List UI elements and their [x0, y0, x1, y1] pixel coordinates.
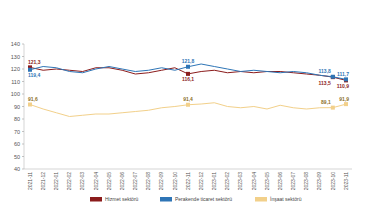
data-label: 121,3: [28, 59, 41, 65]
marker: [344, 78, 348, 82]
legend-label: Hizmet sektörü: [105, 196, 139, 202]
x-tick-label: 2022-02: [66, 172, 72, 191]
y-tick: [22, 81, 24, 82]
x-tick-label: 2023-07: [290, 172, 296, 191]
x-tick-label: 2022-08: [145, 172, 151, 191]
data-label: 110,9: [337, 83, 349, 89]
y-tick: [22, 119, 24, 120]
x-tick-label: 2022-06: [119, 172, 125, 191]
y-tick-label: 130: [11, 54, 20, 60]
marker: [28, 68, 32, 72]
legend-swatch: [90, 197, 102, 202]
data-label: 91,4: [183, 96, 193, 102]
x-tick-label: 2023-05: [264, 172, 270, 191]
labels: 121,3 116,1 113,5 110,9 119,4 121,8 113,8 111,7…: [28, 58, 349, 105]
data-label: 113,5: [319, 80, 331, 86]
y-tick: [22, 94, 24, 95]
x-tick-label: 2023-09: [316, 172, 322, 191]
y-tick-label: 60: [14, 141, 20, 147]
x-tick-label: 2023-10: [330, 172, 336, 191]
data-label: 89,1: [321, 99, 331, 105]
x-tick-label: 2021-11: [27, 172, 33, 190]
x-tick-label: 2023-08: [303, 172, 309, 191]
marker: [186, 103, 190, 107]
x-axis: [24, 169, 352, 170]
data-label: 116,1: [182, 76, 194, 82]
x-tick-label: 2023-11: [343, 172, 349, 190]
x-tick-label: 2022-01: [53, 172, 59, 191]
y-tick-label: 70: [14, 129, 20, 135]
y-tick-label: 110: [11, 79, 20, 85]
marker: [28, 103, 32, 107]
y-tick-label: 140: [11, 41, 20, 47]
x-tick-label: 2023-02: [224, 172, 230, 191]
marker: [344, 77, 348, 81]
x-tick-label: 2023-06: [277, 172, 283, 191]
marker: [331, 75, 335, 79]
plot-area: [28, 64, 348, 117]
marker: [344, 102, 348, 106]
legend-swatch: [255, 197, 267, 202]
x-tick-label: 2023-03: [237, 172, 243, 191]
y-tick-label: 120: [11, 66, 20, 72]
x-tick-label: 2022-10: [172, 172, 178, 191]
data-label: 113,8: [319, 68, 331, 74]
marker: [331, 75, 335, 79]
data-label: 111,7: [337, 71, 349, 77]
data-label: 121,8: [182, 58, 195, 64]
chart: 40 50 60 70 80 90 100 110 120 130 140 2021-11 2021-1…: [0, 0, 365, 205]
legend-swatch: [160, 197, 172, 202]
y-tick: [22, 69, 24, 70]
y-tick-label: 80: [14, 116, 20, 122]
y-tick: [22, 131, 24, 132]
marker: [186, 72, 190, 76]
x-tick-label: 2022-03: [79, 172, 85, 191]
legend-label: Perakende ticaret sektörü: [175, 196, 232, 202]
y-tick-label: 40: [14, 166, 20, 172]
data-label: 91,6: [28, 96, 38, 102]
data-label: 119,4: [28, 72, 40, 78]
y-tick-label: 90: [14, 104, 20, 110]
x-tick-label: 2023-04: [251, 172, 257, 191]
x-tick-label: 2022-07: [132, 172, 138, 191]
x-tick-label: 2021-12: [40, 172, 46, 191]
x-tick-label: 2023-01: [211, 172, 217, 191]
y-tick: [22, 44, 24, 45]
data-label: 91,9: [339, 96, 349, 102]
y-axis: [24, 44, 25, 169]
y-tick-label: 100: [11, 91, 20, 97]
legend-label: İnşaat sektörü: [270, 196, 302, 202]
y-tick: [22, 169, 24, 170]
marker: [331, 106, 335, 110]
x-tick-label: 2022-12: [198, 172, 204, 191]
series-line: [30, 103, 346, 117]
x-tick-label: 2022-09: [158, 172, 164, 191]
y-tick: [22, 56, 24, 57]
y-tick: [22, 106, 24, 107]
marker: [186, 65, 190, 69]
y-tick-label: 50: [14, 154, 20, 160]
y-tick: [22, 144, 24, 145]
x-tick-label: 2022-05: [106, 172, 112, 191]
x-tick-label: 2022-11: [185, 172, 191, 190]
x-tick-label: 2022-04: [93, 172, 99, 191]
y-tick: [22, 156, 24, 157]
